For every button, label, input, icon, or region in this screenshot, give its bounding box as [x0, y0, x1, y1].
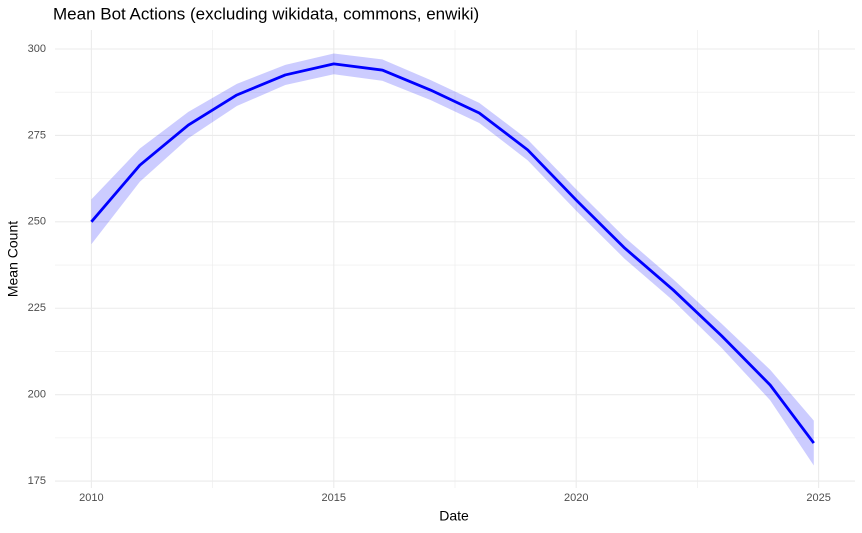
- x-axis-label: Date: [439, 508, 469, 524]
- x-tick-label: 2025: [806, 492, 830, 504]
- y-tick-label: 275: [28, 129, 46, 141]
- y-axis-label: Mean Count: [5, 221, 21, 297]
- x-tick-label: 2015: [322, 492, 346, 504]
- y-tick-label: 200: [28, 389, 46, 401]
- confidence-band: [91, 53, 814, 466]
- x-tick-label: 2010: [79, 492, 103, 504]
- y-tick-label: 175: [28, 475, 46, 487]
- y-tick-label: 250: [28, 216, 46, 228]
- x-tick-label: 2020: [564, 492, 588, 504]
- chart-title: Mean Bot Actions (excluding wikidata, co…: [53, 4, 479, 23]
- y-tick-label: 300: [28, 43, 46, 55]
- y-tick-label: 225: [28, 302, 46, 314]
- smooth-line: [90, 62, 815, 444]
